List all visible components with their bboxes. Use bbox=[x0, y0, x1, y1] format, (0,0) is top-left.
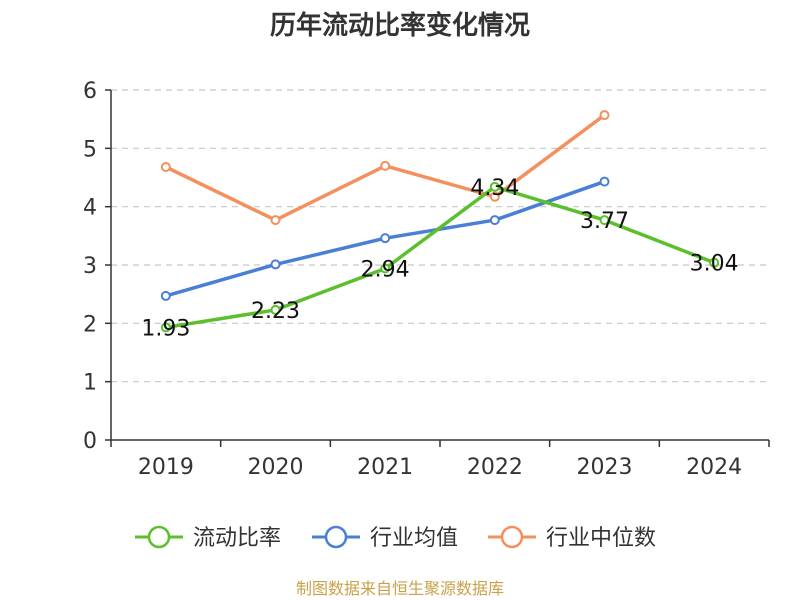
x-tick-label: 2020 bbox=[248, 455, 304, 480]
data-label: 2.23 bbox=[251, 299, 300, 324]
legend-label: 流动比率 bbox=[193, 526, 281, 551]
y-tick-label: 2 bbox=[83, 312, 97, 337]
x-tick-label: 2023 bbox=[577, 455, 633, 480]
legend-marker-icon bbox=[324, 525, 348, 549]
data-point[interactable] bbox=[599, 215, 610, 226]
x-tick-label: 2021 bbox=[357, 455, 413, 480]
series-line-0 bbox=[165, 185, 715, 330]
source-note: 制图数据来自恒生聚源数据库 bbox=[296, 579, 504, 598]
data-point[interactable] bbox=[380, 263, 391, 274]
data-point[interactable] bbox=[489, 215, 500, 226]
legend-item-1[interactable]: 行业均值 bbox=[312, 525, 458, 551]
data-point[interactable] bbox=[160, 162, 171, 172]
data-label: 1.93 bbox=[141, 316, 190, 341]
data-point[interactable] bbox=[270, 259, 281, 270]
data-labels: 1.93 2.23 2.94 4.34 3.77 3.04 bbox=[141, 176, 738, 342]
legend[interactable]: 流动比率 行业均值 行业中位数 bbox=[135, 525, 656, 551]
y-tick-label: 5 bbox=[83, 137, 97, 162]
data-point[interactable] bbox=[489, 191, 500, 202]
legend-label: 行业中位数 bbox=[546, 526, 656, 551]
data-point[interactable] bbox=[270, 215, 281, 226]
series-group bbox=[160, 110, 720, 333]
y-tick-label: 4 bbox=[83, 196, 97, 221]
data-label: 3.77 bbox=[580, 209, 629, 234]
data-point[interactable] bbox=[160, 290, 171, 301]
data-label: 2.94 bbox=[361, 258, 410, 283]
chart-title: 历年流动比率变化情况 bbox=[270, 10, 530, 41]
data-point[interactable] bbox=[599, 110, 610, 121]
data-point[interactable] bbox=[380, 160, 391, 171]
legend-marker-icon bbox=[147, 525, 171, 549]
data-point[interactable] bbox=[270, 304, 281, 315]
y-tick-label: 6 bbox=[83, 79, 97, 104]
data-point[interactable] bbox=[709, 257, 720, 268]
data-point[interactable] bbox=[160, 322, 171, 333]
legend-item-0[interactable]: 流动比率 bbox=[135, 525, 281, 551]
x-tick-label: 2024 bbox=[686, 455, 742, 480]
data-point[interactable] bbox=[489, 181, 500, 192]
y-tick-label: 1 bbox=[83, 371, 97, 396]
grid-lines bbox=[111, 89, 769, 383]
axes: 0 1 2 3 4 5 6 2019 2020 2021 2022 2023 2024 bbox=[83, 79, 770, 480]
x-tick-label: 2019 bbox=[138, 455, 194, 480]
data-label: 3.04 bbox=[690, 252, 739, 277]
x-tick-label: 2022 bbox=[467, 455, 523, 480]
y-tick-label: 0 bbox=[83, 429, 97, 454]
data-point[interactable] bbox=[599, 176, 610, 187]
legend-item-2[interactable]: 行业中位数 bbox=[488, 525, 656, 551]
legend-label: 行业均值 bbox=[370, 526, 458, 551]
y-tick-label: 3 bbox=[83, 254, 97, 279]
data-point[interactable] bbox=[380, 233, 391, 244]
data-label: 4.34 bbox=[470, 176, 519, 201]
legend-marker-icon bbox=[500, 525, 524, 549]
